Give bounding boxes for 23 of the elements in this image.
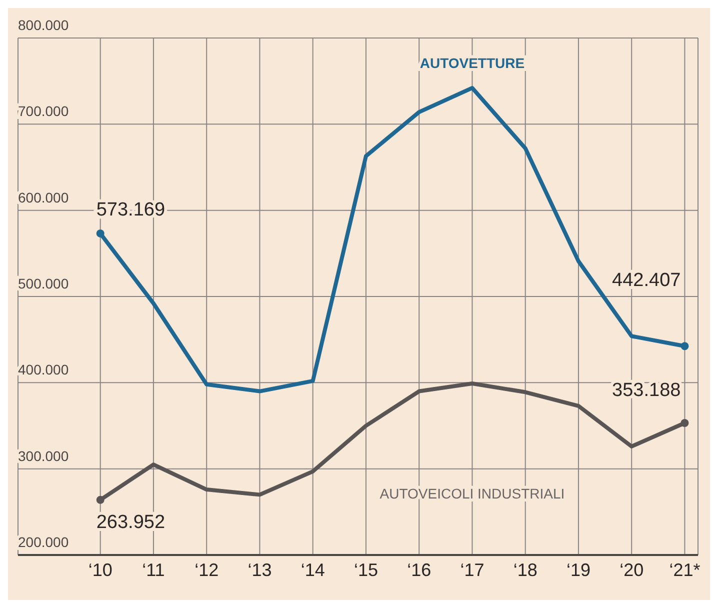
series-label: AUTOVETTURE <box>420 54 525 71</box>
y-tick-label: 600.000 <box>18 189 69 206</box>
x-tick-label: ‘18 <box>513 560 538 580</box>
x-tick-label: ‘12 <box>194 560 219 580</box>
data-label: 442.407 <box>612 270 681 292</box>
x-tick-label: ‘13 <box>248 560 272 580</box>
data-label: 573.169 <box>96 199 166 220</box>
x-tick-label: ‘14 <box>300 560 325 580</box>
x-tick-label: ‘16 <box>407 560 432 580</box>
x-tick-label: ‘17 <box>460 560 484 580</box>
x-tick-label: ‘15 <box>354 560 378 580</box>
y-tick-label: 300.000 <box>18 448 69 464</box>
y-tick-label: 200.000 <box>18 534 69 550</box>
data-label: 263.952 <box>96 512 166 533</box>
data-label: 353.188 <box>612 380 681 402</box>
x-tick-label: ‘19 <box>566 560 590 580</box>
x-tick-label: ‘20 <box>620 560 644 580</box>
y-tick-label: 700.000 <box>18 103 69 120</box>
x-tick-label: ‘11 <box>142 560 165 580</box>
y-tick-label: 500.000 <box>18 276 69 292</box>
y-tick-label: 800.000 <box>18 17 69 33</box>
x-tick-label: ‘21* <box>669 560 700 580</box>
x-tick-label: ‘10 <box>88 560 112 580</box>
